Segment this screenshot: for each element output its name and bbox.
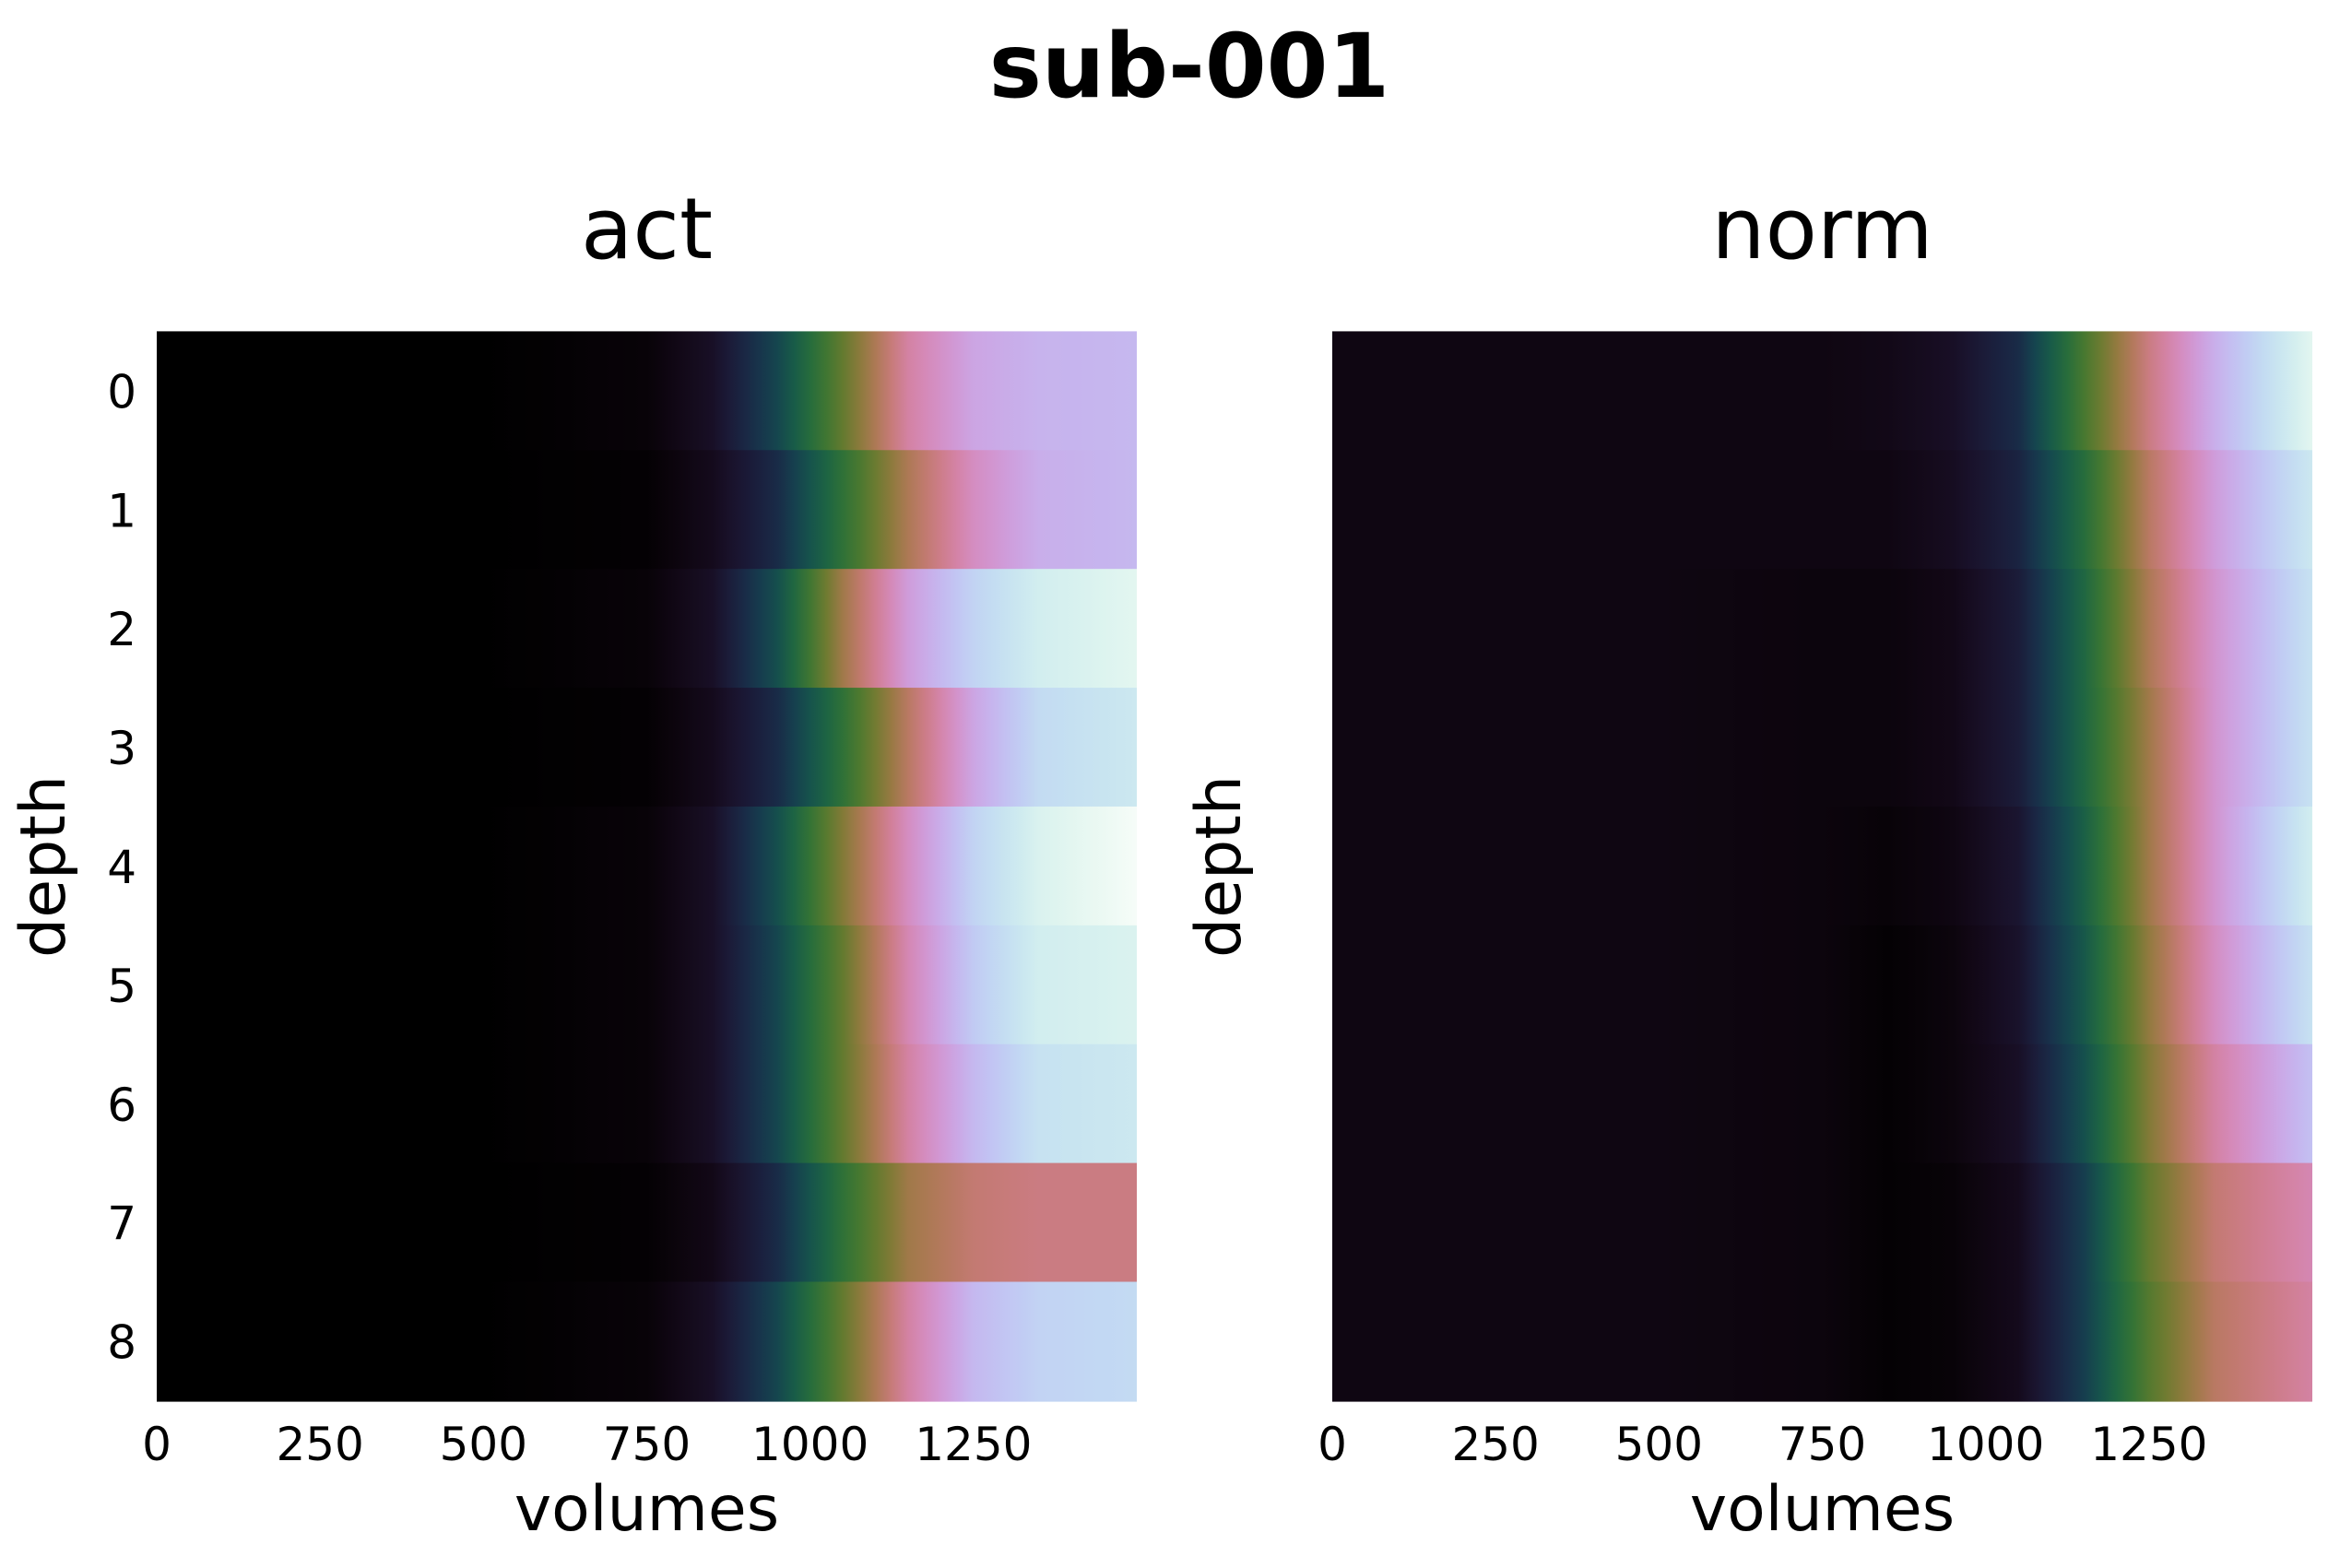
- heatmap-row: [1332, 1162, 2312, 1283]
- heatmap-row: [1332, 1281, 2312, 1402]
- heatmap-row: [1332, 1043, 2312, 1164]
- x-tick-label: 1000: [751, 1418, 869, 1471]
- figure-title: sub-001: [989, 15, 1389, 118]
- x-tick-label: 250: [1451, 1418, 1539, 1471]
- y-tick-label: 2: [107, 603, 136, 656]
- y-tick-label: 7: [107, 1197, 136, 1251]
- panel-title: norm: [1711, 180, 1932, 278]
- heatmap-row: [157, 1043, 1137, 1164]
- heatmap-row: [157, 450, 1137, 571]
- panel-act: act 0 250 500 750 1000 1250 volumes 0 1 2 3 4 5 6 7 8 dep…: [7, 180, 1137, 1546]
- x-tick-label: 1250: [915, 1418, 1032, 1471]
- panel-title: act: [581, 180, 713, 278]
- y-tick-label: 8: [107, 1316, 136, 1370]
- heatmap-row: [1332, 331, 2312, 452]
- y-tick-label: 4: [107, 841, 136, 894]
- x-tick-label: 1250: [2090, 1418, 2207, 1471]
- heatmap-row: [157, 569, 1137, 690]
- x-tick-label: 1000: [1927, 1418, 2044, 1471]
- y-tick-label: 6: [107, 1079, 136, 1132]
- x-tick-label: 500: [440, 1418, 527, 1471]
- heatmap-row: [157, 925, 1137, 1045]
- heatmap-row: [157, 1281, 1137, 1402]
- x-tick-label: 750: [603, 1418, 691, 1471]
- x-tick-label: 0: [1318, 1418, 1347, 1471]
- heatmap-row: [157, 331, 1137, 452]
- y-tick-label: 3: [107, 722, 136, 775]
- heatmap-row: [157, 806, 1137, 927]
- x-tick-label: 0: [142, 1418, 171, 1471]
- x-tick-label: 500: [1615, 1418, 1703, 1471]
- y-axis-label: depth: [1183, 775, 1256, 958]
- x-axis-label: volumes: [514, 1473, 779, 1546]
- panels: act 0 250 500 750 1000 1250 volumes 0 1 2 3 4 5 6 7 8 dep…: [7, 180, 2312, 1546]
- y-tick-label: 0: [107, 365, 136, 419]
- heatmap-row: [1332, 688, 2312, 808]
- y-tick-label: 5: [107, 960, 136, 1013]
- heatmap-row: [157, 688, 1137, 808]
- heatmap-row: [1332, 569, 2312, 690]
- y-axis-label: depth: [7, 775, 80, 958]
- y-tick-label: 1: [107, 484, 136, 537]
- x-axis-label: volumes: [1690, 1473, 1955, 1546]
- x-tick-label: 750: [1778, 1418, 1866, 1471]
- panel-norm: norm 0 250 500 750 1000 1250 volumes depth: [1183, 180, 2312, 1546]
- x-tick-label: 250: [276, 1418, 363, 1471]
- heatmap-row: [1332, 450, 2312, 571]
- heatmap-row: [1332, 925, 2312, 1045]
- heatmap-row: [157, 1162, 1137, 1283]
- heatmap-row: [1332, 806, 2312, 927]
